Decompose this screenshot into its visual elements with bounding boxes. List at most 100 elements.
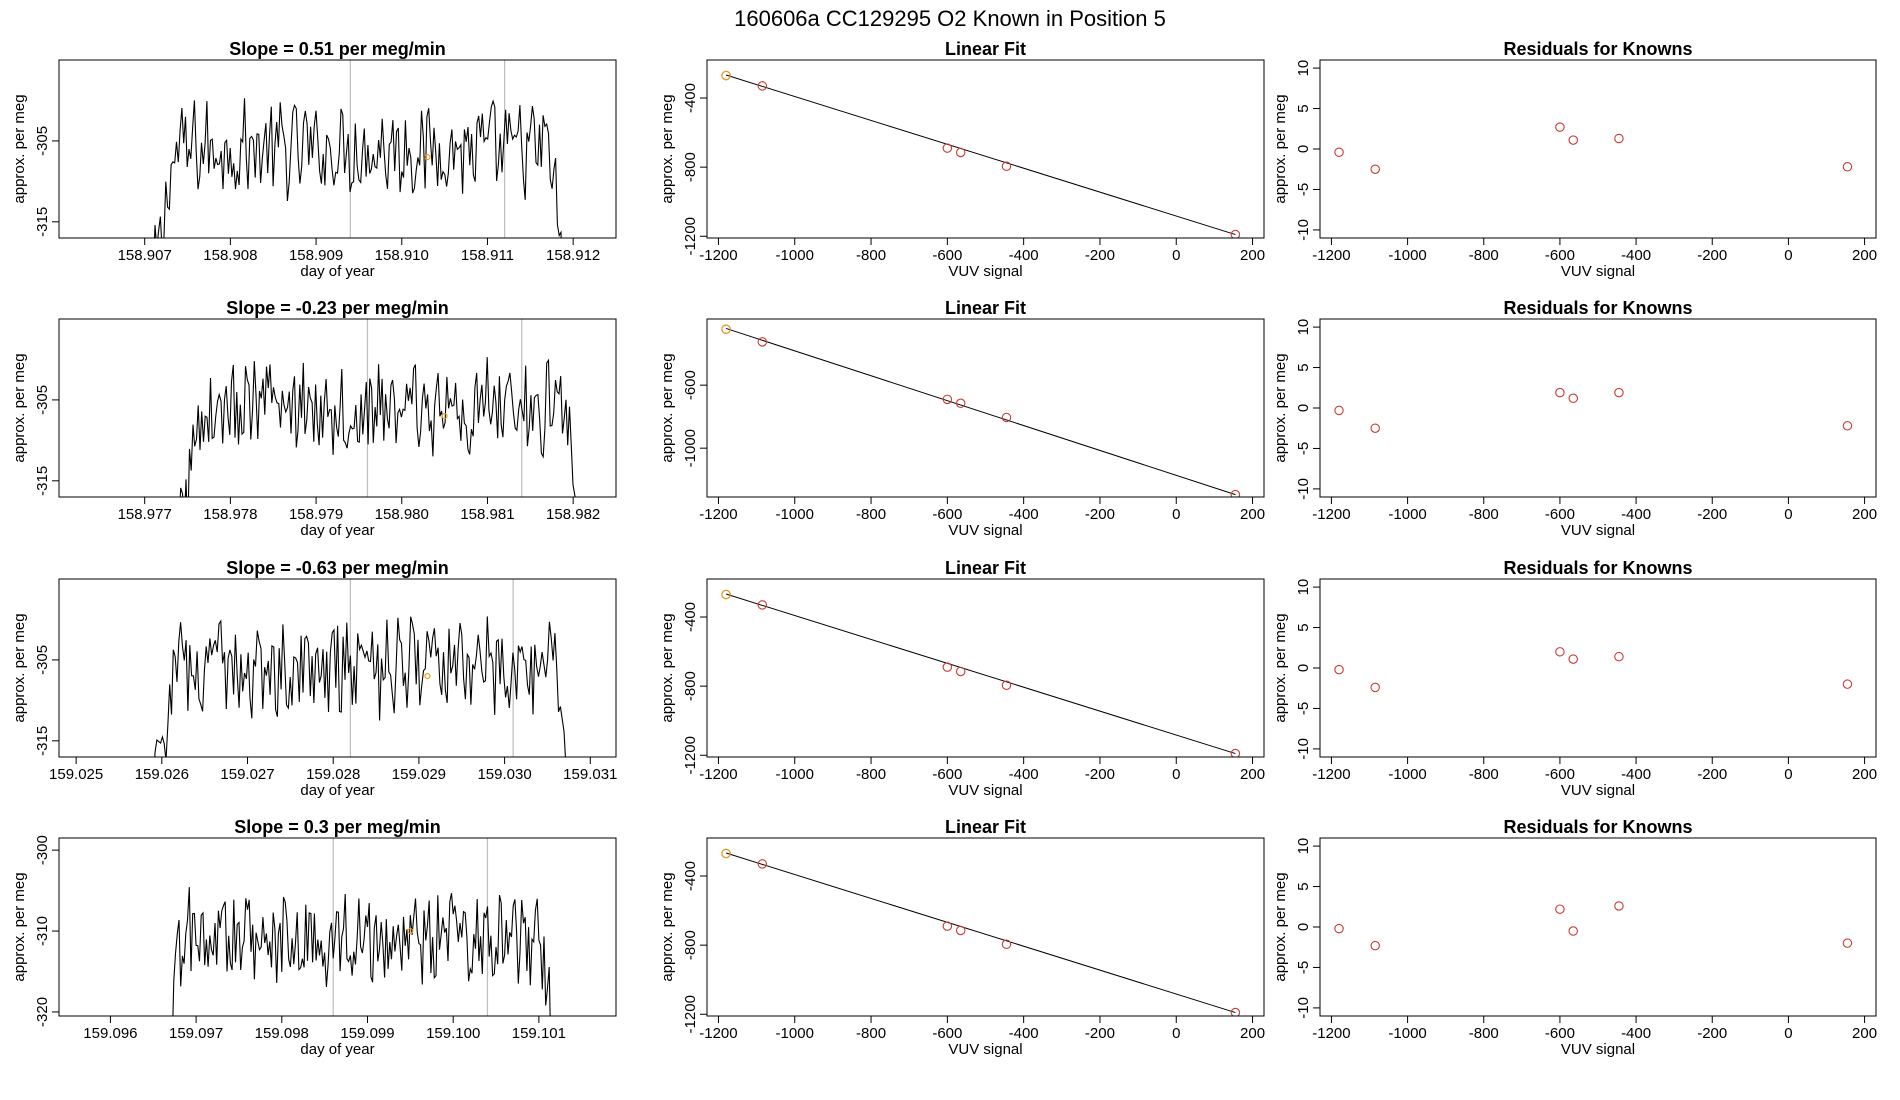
x-tick-label: -200 xyxy=(1085,766,1115,783)
data-point xyxy=(1001,680,1012,691)
x-tick-label: 200 xyxy=(1240,1025,1265,1042)
plot-area xyxy=(721,324,1241,497)
panel-title: Slope = -0.23 per meg/min xyxy=(226,298,449,318)
x-tick-label: 0 xyxy=(1172,1025,1180,1042)
y-tick-label: 5 xyxy=(1295,104,1312,112)
highlight-point xyxy=(721,589,731,600)
x-tick-label: 158.977 xyxy=(118,506,172,523)
x-tick-label: 159.026 xyxy=(135,766,189,783)
x-tick-label: -400 xyxy=(1621,247,1651,264)
y-tick-label: 0 xyxy=(1295,145,1312,153)
data-point xyxy=(1555,904,1565,914)
data-point xyxy=(1614,651,1624,662)
x-tick-label: 159.098 xyxy=(255,1025,309,1042)
x-tick-label: 158.979 xyxy=(289,506,343,523)
data-point xyxy=(1370,682,1380,693)
y-tick-label: 0 xyxy=(1295,404,1312,412)
x-axis-label: VUV signal xyxy=(948,263,1022,280)
data-point xyxy=(757,337,768,347)
x-tick-label: 159.025 xyxy=(49,766,103,783)
data-point xyxy=(1001,161,1012,172)
figure-title: 160606a CC129295 O2 Known in Position 5 xyxy=(734,6,1166,31)
panel-title: Residuals for Knowns xyxy=(1503,298,1692,318)
x-tick-label: 158.980 xyxy=(375,506,429,523)
panel-3: Residuals for Knowns-1200 -1000 -800 -600 -4… xyxy=(1272,39,1877,280)
y-tick-label: -305 xyxy=(34,126,51,156)
x-tick-label: -1200 xyxy=(1312,247,1350,264)
y-tick-label: 10 xyxy=(1295,319,1312,336)
y-axis-label: approx. per meg xyxy=(659,353,676,462)
data-point xyxy=(1842,679,1853,689)
x-tick-label: -200 xyxy=(1697,766,1727,783)
panel-title: Linear Fit xyxy=(945,817,1026,837)
y-tick-label: -10 xyxy=(1295,478,1312,500)
x-tick-label: 200 xyxy=(1852,247,1877,264)
signal-trace xyxy=(154,98,562,238)
y-axis-label: approx. per meg xyxy=(11,613,28,722)
plot-area xyxy=(172,838,551,1016)
y-tick-label: -5 xyxy=(1295,961,1312,974)
data-point xyxy=(1842,938,1853,948)
x-tick-label: -1000 xyxy=(776,506,814,523)
data-point xyxy=(1568,393,1578,404)
plot-frame xyxy=(706,578,1265,758)
x-tick-label: -400 xyxy=(1621,506,1651,523)
y-tick-label: -315 xyxy=(34,207,51,237)
data-point xyxy=(942,394,953,405)
data-point xyxy=(1370,423,1380,433)
panel-9: Residuals for Knowns-1200 -1000 -800 -600 -4… xyxy=(1272,558,1877,799)
x-axis-label: day of year xyxy=(300,522,374,539)
data-point xyxy=(1001,412,1012,423)
y-axis-label: approx. per meg xyxy=(659,613,676,722)
plot-area xyxy=(154,60,562,238)
x-tick-label: -1000 xyxy=(1388,1025,1426,1042)
plot-frame xyxy=(706,837,1265,1017)
x-axis-label: VUV signal xyxy=(1561,782,1635,799)
data-point xyxy=(1001,939,1012,950)
x-tick-label: 158.909 xyxy=(289,247,343,264)
data-point xyxy=(1568,654,1578,664)
x-tick-label: -1200 xyxy=(699,506,737,523)
x-tick-label: 0 xyxy=(1172,506,1180,523)
fit-line xyxy=(725,593,1236,755)
y-tick-label: 5 xyxy=(1295,882,1312,890)
y-axis-label: approx. per meg xyxy=(1272,872,1289,981)
panel-title: Linear Fit xyxy=(945,298,1026,318)
x-tick-label: -200 xyxy=(1085,1025,1115,1042)
plot-frame xyxy=(58,318,617,498)
x-tick-label: 200 xyxy=(1852,506,1877,523)
y-tick-label: -400 xyxy=(682,861,699,891)
plot-frame xyxy=(706,318,1265,498)
y-tick-label: -800 xyxy=(682,671,699,701)
x-tick-label: 159.096 xyxy=(83,1025,137,1042)
highlight-point xyxy=(721,848,731,859)
signal-trace xyxy=(154,616,566,757)
data-point xyxy=(1230,1007,1241,1016)
panel-title: Linear Fit xyxy=(945,39,1026,59)
y-tick-label: -600 xyxy=(682,370,699,400)
panel-1: Slope = 0.51 per meg/min 158.907 158.908 15… xyxy=(11,39,617,280)
x-tick-label: -1000 xyxy=(776,1025,814,1042)
y-tick-label: -310 xyxy=(34,916,51,946)
y-axis-label: approx. per meg xyxy=(1272,613,1289,722)
x-tick-label: -1000 xyxy=(1388,247,1426,264)
x-tick-label: -1200 xyxy=(1312,1025,1350,1042)
plot-area xyxy=(721,589,1241,757)
fit-line xyxy=(725,74,1236,236)
y-tick-label: -5 xyxy=(1295,702,1312,715)
x-axis-label: day of year xyxy=(300,263,374,280)
plot-frame xyxy=(706,59,1265,239)
panel-title: Residuals for Knowns xyxy=(1503,39,1692,59)
data-point xyxy=(1230,748,1241,757)
highlight-point xyxy=(407,927,414,935)
highlight-point xyxy=(441,412,448,420)
data-point xyxy=(1614,387,1624,398)
x-tick-label: 0 xyxy=(1172,247,1180,264)
y-tick-label: -1200 xyxy=(682,217,699,255)
x-tick-label: -1200 xyxy=(699,766,737,783)
x-tick-label: 159.099 xyxy=(340,1025,394,1042)
x-tick-label: 159.027 xyxy=(220,766,274,783)
y-tick-label: 5 xyxy=(1295,623,1312,631)
x-tick-label: 159.028 xyxy=(306,766,360,783)
panel-grid: Slope = 0.51 per meg/min 158.907 158.908 15… xyxy=(11,39,1877,1058)
